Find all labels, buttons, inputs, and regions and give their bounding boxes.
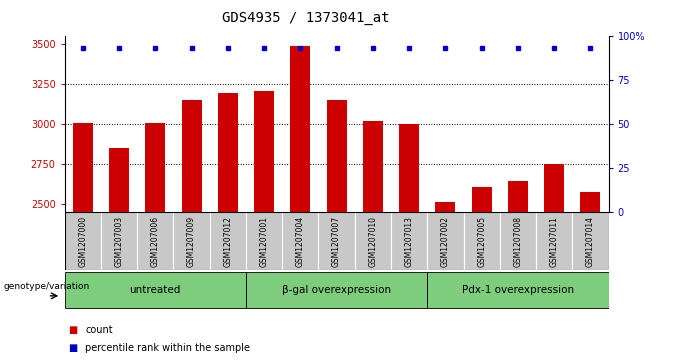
Text: GSM1207012: GSM1207012: [223, 216, 233, 267]
Bar: [209, 212, 246, 270]
Bar: [573, 212, 609, 270]
Text: GSM1207014: GSM1207014: [586, 216, 595, 267]
Bar: [173, 212, 209, 270]
Text: ■: ■: [68, 343, 78, 354]
Bar: [326, 99, 347, 212]
Bar: [73, 123, 92, 212]
Bar: [65, 212, 101, 270]
Bar: [435, 202, 456, 212]
Bar: [109, 147, 129, 212]
Text: GSM1207011: GSM1207011: [549, 216, 559, 267]
Bar: [290, 46, 310, 212]
Bar: [472, 187, 492, 212]
Bar: [182, 99, 201, 212]
Text: GSM1207005: GSM1207005: [477, 216, 486, 267]
Bar: [355, 212, 391, 270]
Text: count: count: [85, 325, 113, 335]
Bar: [581, 192, 600, 212]
Text: GSM1207000: GSM1207000: [78, 216, 87, 267]
Bar: [218, 93, 238, 212]
Bar: [464, 212, 500, 270]
Text: β-gal overexpression: β-gal overexpression: [282, 285, 391, 295]
Bar: [101, 212, 137, 270]
Text: ■: ■: [68, 325, 78, 335]
Text: GSM1207004: GSM1207004: [296, 216, 305, 267]
Text: genotype/variation: genotype/variation: [3, 282, 90, 291]
Bar: [427, 212, 464, 270]
Bar: [399, 124, 419, 212]
Bar: [500, 212, 536, 270]
Text: GSM1207007: GSM1207007: [332, 216, 341, 267]
Bar: [246, 212, 282, 270]
Bar: [391, 212, 427, 270]
Text: Pdx-1 overexpression: Pdx-1 overexpression: [462, 285, 574, 295]
Text: GSM1207008: GSM1207008: [513, 216, 522, 267]
Bar: [282, 212, 318, 270]
Text: GSM1207006: GSM1207006: [151, 216, 160, 267]
Text: GSM1207002: GSM1207002: [441, 216, 450, 267]
Text: GSM1207009: GSM1207009: [187, 216, 196, 267]
Text: GDS4935 / 1373041_at: GDS4935 / 1373041_at: [222, 11, 390, 25]
Bar: [137, 212, 173, 270]
Bar: [146, 123, 165, 212]
Bar: [65, 272, 246, 309]
Bar: [318, 212, 355, 270]
Bar: [427, 272, 609, 309]
Bar: [508, 181, 528, 212]
Bar: [363, 121, 383, 212]
Text: GSM1207003: GSM1207003: [114, 216, 124, 267]
Text: untreated: untreated: [130, 285, 181, 295]
Text: GSM1207013: GSM1207013: [405, 216, 413, 267]
Bar: [254, 91, 274, 212]
Bar: [536, 212, 573, 270]
Bar: [246, 272, 427, 309]
Text: GSM1207010: GSM1207010: [369, 216, 377, 267]
Text: percentile rank within the sample: percentile rank within the sample: [85, 343, 250, 354]
Bar: [544, 164, 564, 212]
Text: GSM1207001: GSM1207001: [260, 216, 269, 267]
